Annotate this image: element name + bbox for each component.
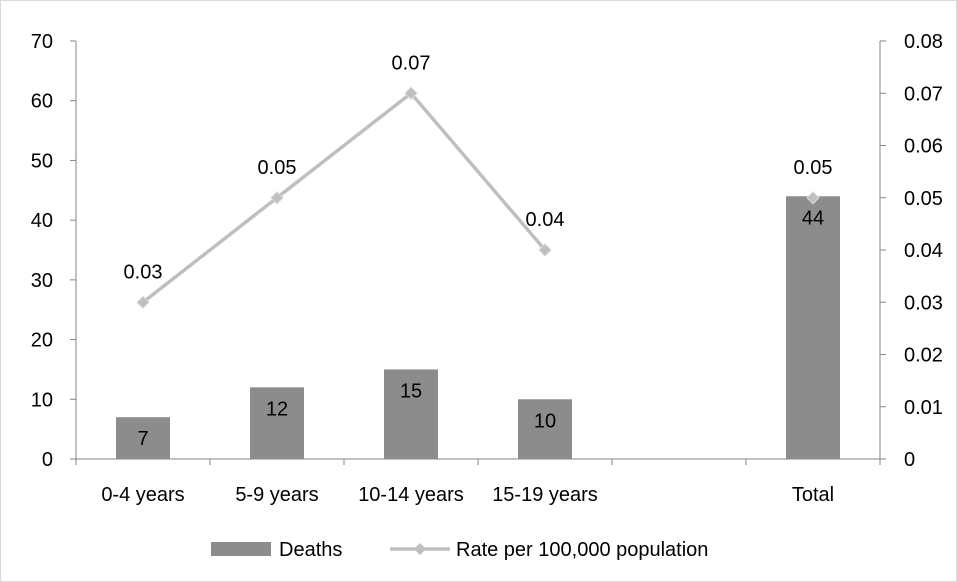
line-rate-marker xyxy=(538,243,552,257)
right-axis-tick-label: 0.08 xyxy=(904,31,943,53)
bar-data-label: 10 xyxy=(534,410,556,432)
bar-data-label: 7 xyxy=(137,428,148,450)
data-labels: 7 12 15 10 44 0.03 0.05 0.07 0.04 0.05 xyxy=(124,52,833,450)
right-axis-tick-label: 0.07 xyxy=(904,83,943,105)
line-data-label: 0.07 xyxy=(392,52,431,74)
bar-deaths xyxy=(518,399,572,459)
right-axis-tick-label: 0.04 xyxy=(904,240,943,262)
bar-deaths xyxy=(786,196,840,459)
line-data-label: 0.05 xyxy=(794,157,833,179)
left-axis-tick-label: 0 xyxy=(42,449,53,471)
left-axis-tick-label: 60 xyxy=(31,91,53,113)
left-axis-tick-label: 30 xyxy=(31,270,53,292)
line-data-label: 0.03 xyxy=(124,261,163,283)
line-data-label: 0.04 xyxy=(526,209,565,231)
bar-data-label: 15 xyxy=(400,380,422,402)
bar-series-deaths xyxy=(116,196,840,459)
bar-deaths xyxy=(116,417,170,459)
x-axis-category-label: 10-14 years xyxy=(358,484,464,506)
line-data-label: 0.05 xyxy=(258,157,297,179)
line-rate-segment xyxy=(141,91,547,304)
left-axis-tick-label: 10 xyxy=(31,389,53,411)
bar-deaths xyxy=(250,387,304,459)
axes: 0 10 20 30 40 50 60 70 0 0.01 0.02 0.03 0.04 0.05 0.06… xyxy=(31,31,943,506)
legend-marker-rate xyxy=(414,543,426,555)
x-axis-category-label: 15-19 years xyxy=(492,484,598,506)
left-axis-tick-label: 50 xyxy=(31,150,53,172)
x-axis-category-label: 5-9 years xyxy=(235,484,318,506)
line-rate-marker xyxy=(270,191,284,205)
bar-data-label: 44 xyxy=(802,207,824,229)
line-rate-marker xyxy=(404,86,418,100)
right-axis-tick-label: 0.03 xyxy=(904,292,943,314)
bar-data-label: 12 xyxy=(266,398,288,420)
line-rate-marker xyxy=(136,295,150,309)
left-axis-tick-label: 70 xyxy=(31,31,53,53)
x-axis-category-label: Total xyxy=(792,484,834,506)
line-series-rate xyxy=(136,86,820,309)
x-axis-category-label: 0-4 years xyxy=(101,484,184,506)
legend: Deaths Rate per 100,000 population xyxy=(211,539,708,561)
line-rate-marker xyxy=(806,191,820,205)
legend-label-rate: Rate per 100,000 population xyxy=(456,539,708,561)
bar-deaths xyxy=(384,369,438,459)
right-axis-tick-label: 0.02 xyxy=(904,345,943,367)
right-axis-tick-label: 0.01 xyxy=(904,397,943,419)
right-axis-tick-label: 0.05 xyxy=(904,188,943,210)
right-axis-tick-label: 0.06 xyxy=(904,136,943,158)
left-axis-tick-label: 20 xyxy=(31,330,53,352)
right-axis-tick-label: 0 xyxy=(904,449,915,471)
legend-swatch-deaths xyxy=(211,542,271,556)
left-axis-tick-label: 40 xyxy=(31,210,53,232)
legend-label-deaths: Deaths xyxy=(279,539,342,561)
